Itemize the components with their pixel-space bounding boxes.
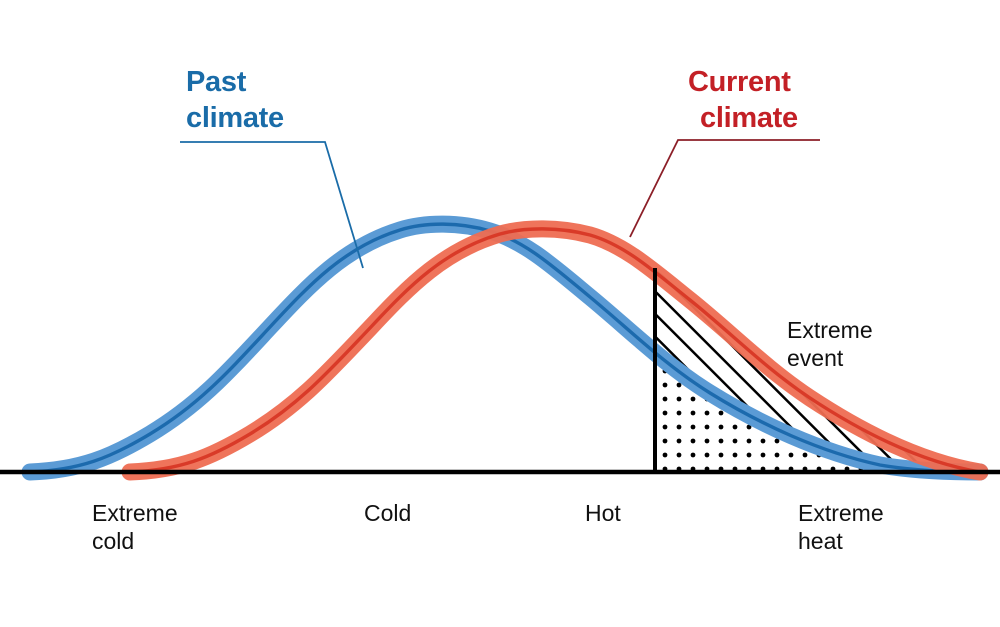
axis-tick-extreme-heat-line2: heat (798, 528, 843, 554)
past-climate-label-line1: Past (186, 66, 247, 98)
past-climate-label: Past climate (186, 66, 284, 134)
past-climate-label-line2: climate (186, 102, 284, 134)
extreme-event-annotation: Extreme event (787, 317, 873, 371)
extreme-event-label-line1: Extreme (787, 317, 873, 343)
axis-tick-extreme-heat-line1: Extreme (798, 500, 884, 526)
axis-tick-cold: Cold (364, 500, 411, 526)
past-climate-leader-line (180, 141, 364, 269)
axis-tick-extreme-cold-line2: cold (92, 528, 134, 554)
extreme-event-label-line2: event (787, 345, 844, 371)
current-climate-label-line2: climate (700, 102, 798, 134)
current-climate-label: Current climate (688, 66, 798, 134)
axis-tick-labels: Extreme cold Cold Hot Extreme heat (92, 500, 884, 554)
axis-tick-extreme-cold-line1: Extreme (92, 500, 178, 526)
past-climate-tail-dotted-region (654, 351, 980, 472)
axis-tick-hot: Hot (585, 500, 621, 526)
current-climate-leader-line (629, 139, 820, 238)
current-climate-label-line1: Current (688, 66, 791, 98)
